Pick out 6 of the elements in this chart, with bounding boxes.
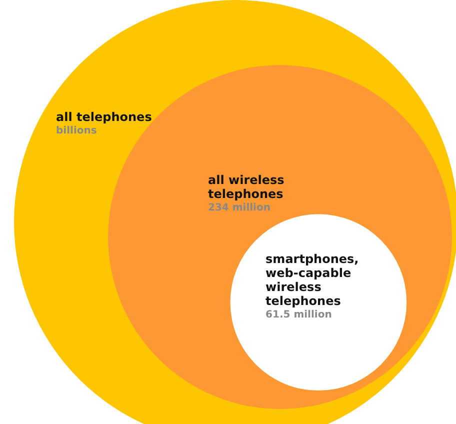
data-label: billions [56,126,97,137]
category-label: smartphones, web-capable wireless telephones [266,252,359,308]
data-label: 61.5 million [266,309,332,320]
data-label: 234 million [208,202,270,214]
category-label: all wireless telephones [208,173,284,202]
category-label: all telephones [56,110,152,124]
